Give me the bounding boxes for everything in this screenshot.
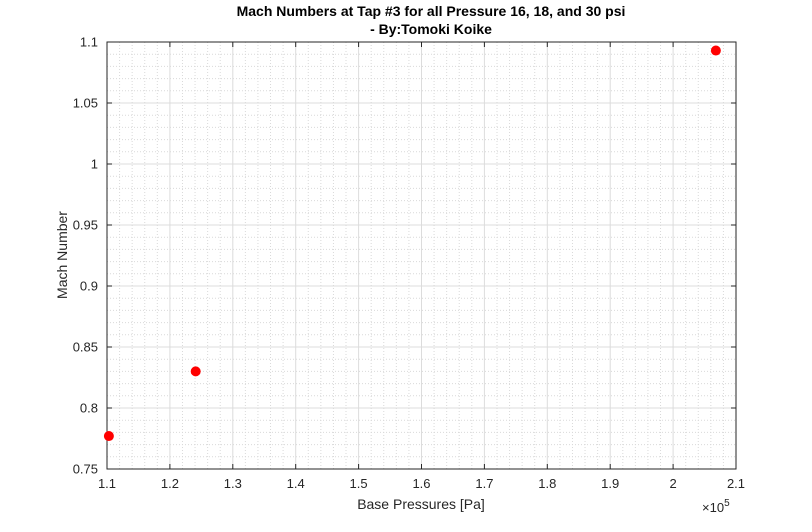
- y-tick-label: 1.1: [80, 35, 98, 50]
- y-tick-label: 0.8: [80, 401, 98, 416]
- y-tick-label: 1.05: [73, 96, 98, 111]
- x-exponent: ×105: [702, 498, 730, 515]
- x-tick-label: 1.3: [224, 476, 242, 491]
- y-tick-label: 0.75: [73, 462, 98, 477]
- y-tick-label: 0.95: [73, 218, 98, 233]
- y-axis-label: Mach Number: [54, 211, 70, 299]
- y-tick-labels: 0.75 0.8 0.85 0.9 0.95 1 1.05 1.1: [73, 35, 98, 477]
- x-tick-label: 1.8: [538, 476, 556, 491]
- x-tick-label: 1.6: [412, 476, 430, 491]
- major-grid: [106, 41, 737, 470]
- y-tick-label: 1: [91, 157, 98, 172]
- x-exponent-power: 5: [724, 498, 730, 509]
- x-tick-label: 1.7: [475, 476, 493, 491]
- data-points: [103, 45, 721, 442]
- minor-grid: [107, 42, 736, 469]
- data-point: [710, 45, 721, 56]
- data-point: [103, 431, 114, 442]
- tick-marks: [106, 41, 737, 470]
- data-point: [190, 366, 201, 377]
- x-exponent-base: ×10: [702, 500, 724, 515]
- x-tick-labels: 1.1 1.2 1.3 1.4 1.5 1.6 1.7 1.8 1.9 2 2.1: [98, 476, 745, 491]
- x-tick-label: 1.1: [98, 476, 116, 491]
- x-tick-label: 1.4: [287, 476, 305, 491]
- x-tick-label: 1.2: [161, 476, 179, 491]
- chart-title: Mach Numbers at Tap #3 for all Pressure …: [237, 3, 626, 19]
- x-tick-label: 2.1: [727, 476, 745, 491]
- x-tick-label: 1.9: [601, 476, 619, 491]
- chart-subtitle: - By:Tomoki Koike: [370, 21, 492, 37]
- x-axis-label: Base Pressures [Pa]: [357, 496, 485, 512]
- x-tick-label: 1.5: [350, 476, 368, 491]
- y-tick-label: 0.9: [80, 279, 98, 294]
- y-tick-label: 0.85: [73, 340, 98, 355]
- x-tick-label: 2: [669, 476, 676, 491]
